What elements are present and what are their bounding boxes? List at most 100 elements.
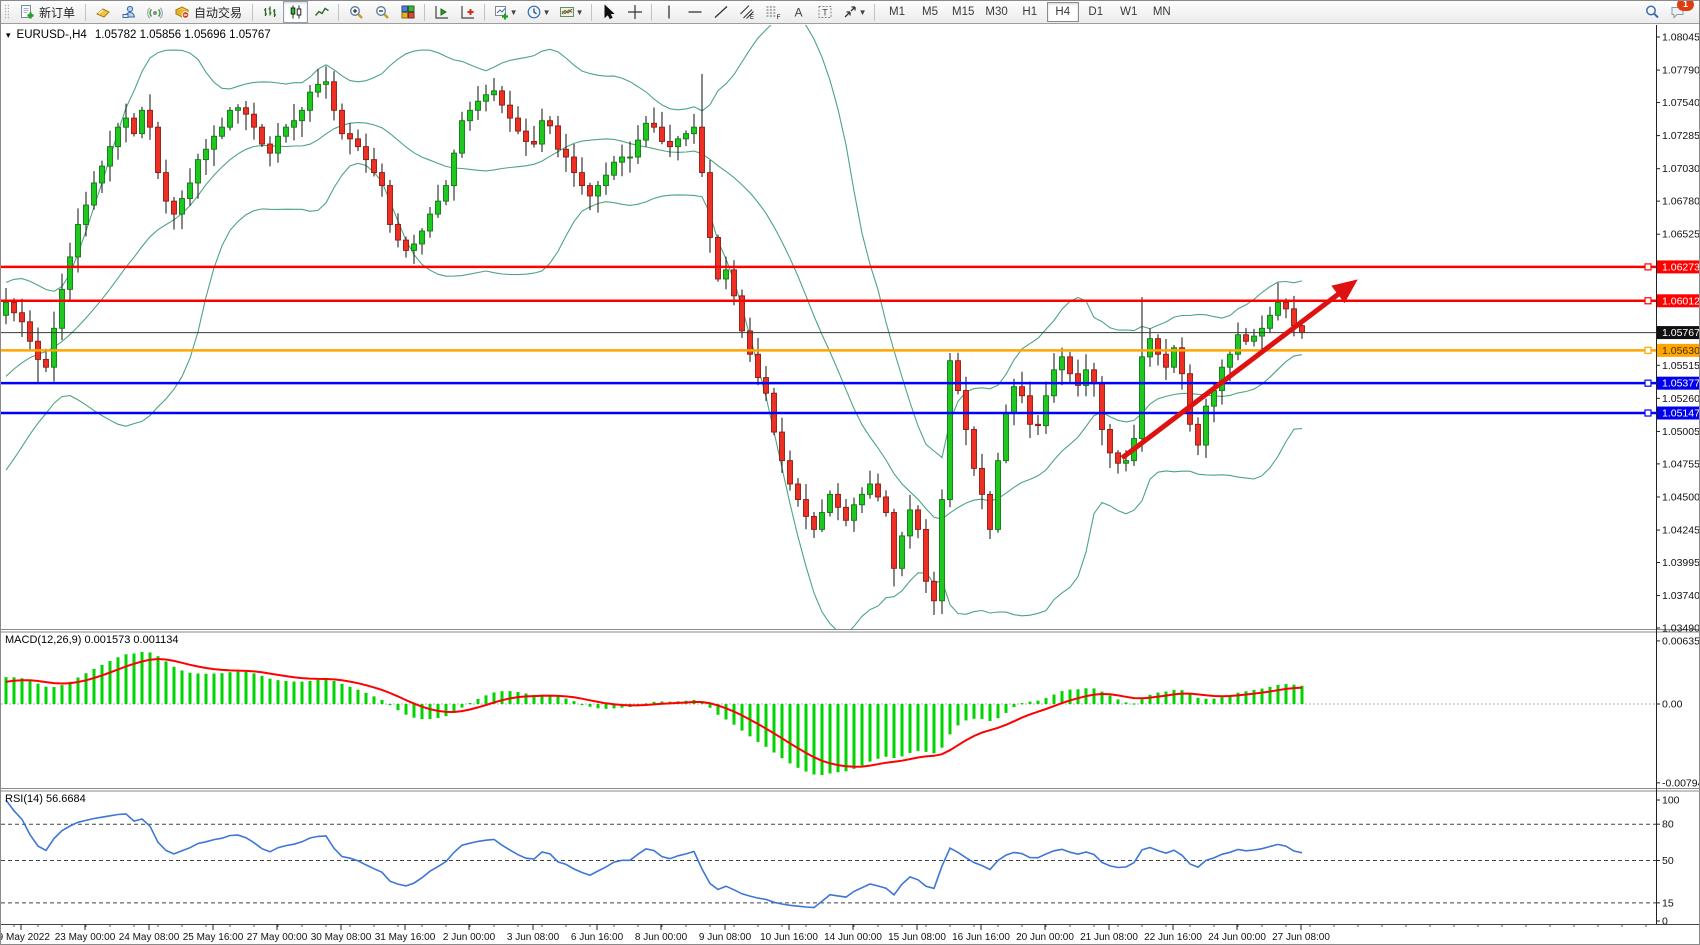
autotrade-button[interactable]: 自动交易 xyxy=(168,2,248,22)
macd-histogram-bar xyxy=(268,678,272,704)
macd-histogram-bar xyxy=(420,704,424,720)
line-handle[interactable] xyxy=(1644,263,1652,271)
tf-button-M5[interactable]: M5 xyxy=(922,6,939,18)
templates-button[interactable]: ▼ xyxy=(555,1,587,23)
history-center-button[interactable] xyxy=(90,1,115,23)
candle-body xyxy=(1163,353,1169,368)
text-label-button[interactable]: T xyxy=(812,1,837,23)
candle-body xyxy=(619,156,625,163)
search-icon xyxy=(1645,5,1659,19)
zoom-in-button[interactable] xyxy=(343,1,368,23)
line-chart-button[interactable] xyxy=(309,1,334,23)
vertical-line-button[interactable] xyxy=(656,1,681,23)
price-axis[interactable]: 1.08045 1.07790 1.07540 1.07285 1.07030 1.067… xyxy=(1656,32,1700,928)
tf-button-M1[interactable]: M1 xyxy=(889,6,906,18)
horizontal-line-1.06273[interactable] xyxy=(1,263,1656,271)
macd-histogram-bar xyxy=(588,704,592,707)
macd-histogram-bar xyxy=(12,677,16,704)
macd-histogram-bar xyxy=(28,680,32,704)
chart-plus-icon xyxy=(460,6,474,19)
tile-windows-button[interactable] xyxy=(395,1,420,23)
text-icon: A xyxy=(794,6,802,20)
horizontal-line-button[interactable] xyxy=(682,1,707,23)
new-indicator-button[interactable] xyxy=(455,1,480,23)
macd-histogram-bar xyxy=(596,704,600,709)
notifications-button[interactable]: 1 xyxy=(1665,1,1694,23)
autotrade-label: 自动交易 xyxy=(194,5,243,20)
equidistant-channel-button[interactable]: E xyxy=(734,1,759,23)
fibonacci-button[interactable]: F xyxy=(760,1,785,23)
horizontal-line-1.05630[interactable] xyxy=(1,346,1656,354)
candle-body xyxy=(27,321,33,342)
bar-chart-button[interactable] xyxy=(257,1,282,23)
tf-button-M30[interactable]: M30 xyxy=(985,6,1008,18)
new-chart-button[interactable]: ▼ xyxy=(489,1,521,23)
trendline-button[interactable] xyxy=(708,1,733,23)
horizontal-line-1.05147[interactable] xyxy=(1,409,1656,417)
trend-arrow[interactable] xyxy=(1120,279,1358,460)
market-watch-button[interactable] xyxy=(116,1,141,23)
tf-button-H1[interactable]: H1 xyxy=(1022,6,1038,18)
line-handle[interactable] xyxy=(1644,297,1652,305)
macd-histogram-bar xyxy=(852,704,856,769)
macd-histogram-bar xyxy=(1116,699,1120,704)
tf-button-M15[interactable]: M15 xyxy=(952,6,975,18)
price-tick-label: 1.05147 xyxy=(1662,408,1700,420)
macd-pane[interactable] xyxy=(1,652,1656,775)
text-button[interactable]: A xyxy=(786,1,811,23)
macd-histogram-bar xyxy=(660,701,664,704)
candle-body xyxy=(859,493,865,506)
tf-button-W1[interactable]: W1 xyxy=(1120,6,1138,18)
time-tick-label: 2 Jun 00:00 xyxy=(443,932,496,943)
candle-body xyxy=(731,269,737,297)
new-order-button[interactable]: 新订单 xyxy=(13,2,81,22)
macd-histogram-bar xyxy=(300,681,304,704)
macd-histogram-bar xyxy=(1244,691,1248,704)
collapse-triangle-icon[interactable]: ▾ xyxy=(6,29,11,40)
line-handle[interactable] xyxy=(1644,409,1652,417)
price-tick-label: 1.05260 xyxy=(1662,393,1700,405)
line-handle[interactable] xyxy=(1644,379,1652,387)
macd-histogram-bar xyxy=(1276,684,1280,704)
candlestick-chart-button[interactable] xyxy=(283,1,309,23)
rsi-pane[interactable] xyxy=(1,799,1656,909)
macd-histogram-bar xyxy=(324,679,328,704)
candle-body xyxy=(243,107,249,115)
toolbar-grip[interactable] xyxy=(4,4,9,20)
price-line-badge xyxy=(1657,376,1699,390)
tf-button-H4[interactable]: H4 xyxy=(1046,2,1079,22)
svg-text:F: F xyxy=(776,14,780,20)
tf-button-D1[interactable]: D1 xyxy=(1088,6,1104,18)
signals-button[interactable] xyxy=(142,1,167,23)
macd-histogram-bar xyxy=(1028,701,1032,704)
candle-body xyxy=(459,120,465,154)
price-tick-label: 1.05377 xyxy=(1662,378,1700,390)
macd-histogram-bar xyxy=(108,660,112,704)
macd-histogram-bar xyxy=(1212,698,1216,704)
period-button[interactable]: ▼ xyxy=(522,1,554,23)
macd-histogram-bar xyxy=(732,704,736,725)
cursor-button[interactable] xyxy=(596,1,621,23)
horizontal-line-1.06012[interactable] xyxy=(1,297,1656,305)
strategy-tester-button[interactable] xyxy=(429,1,454,23)
candle-body xyxy=(379,172,385,187)
zoom-in-icon xyxy=(349,6,363,19)
time-tick-label: 22 Jun 16:00 xyxy=(1144,932,1202,943)
tf-button-MN[interactable]: MN xyxy=(1152,6,1171,18)
line-handle[interactable] xyxy=(1644,346,1652,354)
macd-histogram-bar xyxy=(700,702,704,704)
price-tick-label: 1.05005 xyxy=(1662,426,1700,438)
candle-body xyxy=(971,429,977,469)
macd-histogram-bar xyxy=(836,704,840,773)
macd-histogram-bar xyxy=(1260,688,1264,704)
arrows-button[interactable]: ▼ xyxy=(838,1,870,23)
horizontal-line-1.05377[interactable] xyxy=(1,379,1656,387)
candle-body xyxy=(443,185,449,202)
candle-body xyxy=(99,165,105,184)
search-button[interactable] xyxy=(1639,1,1664,23)
macd-histogram-bar xyxy=(724,704,728,720)
crosshair-button[interactable] xyxy=(622,1,647,23)
zoom-out-button[interactable] xyxy=(369,1,394,23)
